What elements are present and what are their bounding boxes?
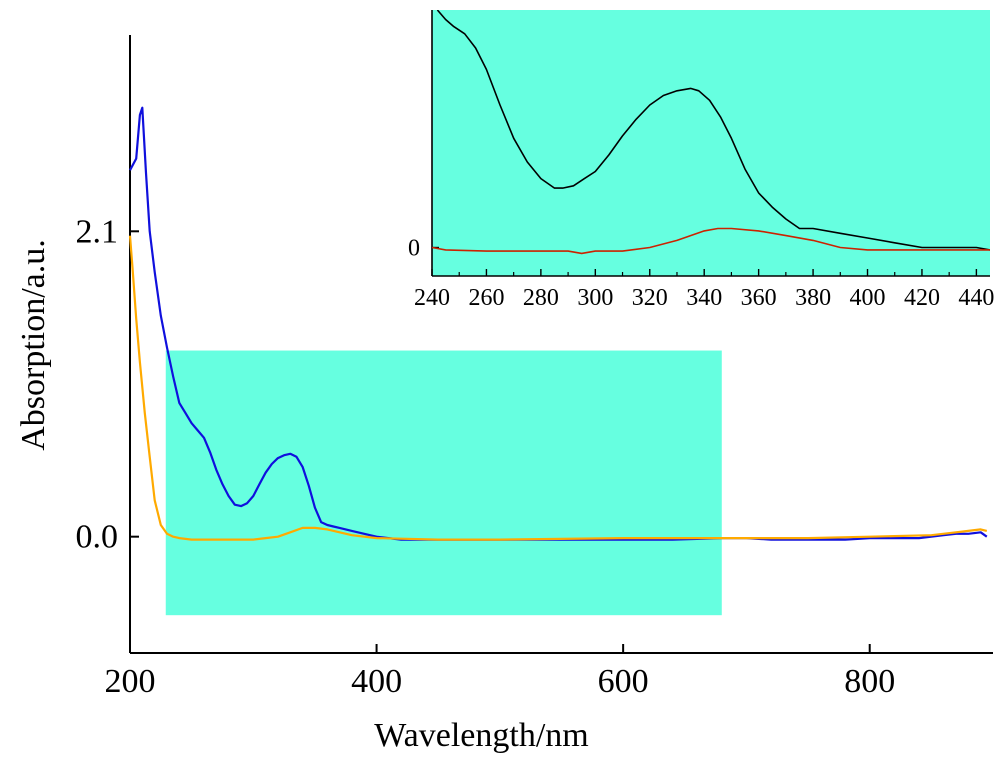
inset-x-tick-label: 420 <box>904 285 940 311</box>
inset-x-tick-label: 380 <box>795 285 831 311</box>
main-plot: 200 400 600 800 0.0 2.1 Wavelength/nm Absorptio… <box>15 35 993 754</box>
x-tick-label: 800 <box>844 663 895 700</box>
y-tick-label: 0.0 <box>76 519 119 556</box>
highlight-region <box>165 350 722 616</box>
inset-x-tick-label: 320 <box>632 285 668 311</box>
y-axis-title: Absorption/a.u. <box>15 239 52 451</box>
inset-y-tick-label: 0 <box>408 236 420 262</box>
inset-x-tick-label: 360 <box>741 285 777 311</box>
inset-series-line-2 <box>432 227 990 255</box>
x-tick-label: 600 <box>598 663 649 700</box>
inset-x-tick-label: 400 <box>850 285 886 311</box>
inset-x-tick-label: 240 <box>414 285 450 311</box>
inset-x-tick-label: 280 <box>523 285 559 311</box>
inset-x-tick-label: 340 <box>686 285 722 311</box>
x-axis-title: Wavelength/nm <box>374 717 588 754</box>
x-tick-label: 400 <box>351 663 402 700</box>
inset-x-tick-label: 440 <box>958 285 994 311</box>
inset-series-line-1 <box>436 10 990 251</box>
series-line-2 <box>128 235 988 541</box>
inset-x-tick-label: 260 <box>468 285 504 311</box>
inset-background <box>432 10 990 276</box>
y-tick-label: 2.1 <box>76 213 119 250</box>
x-tick-label: 200 <box>105 663 156 700</box>
inset-x-tick-label: 300 <box>577 285 613 311</box>
series-line-1 <box>129 106 988 541</box>
inset-plot: 240 260 280 300 320 340 360 380 400 420 440 0 <box>408 10 994 311</box>
